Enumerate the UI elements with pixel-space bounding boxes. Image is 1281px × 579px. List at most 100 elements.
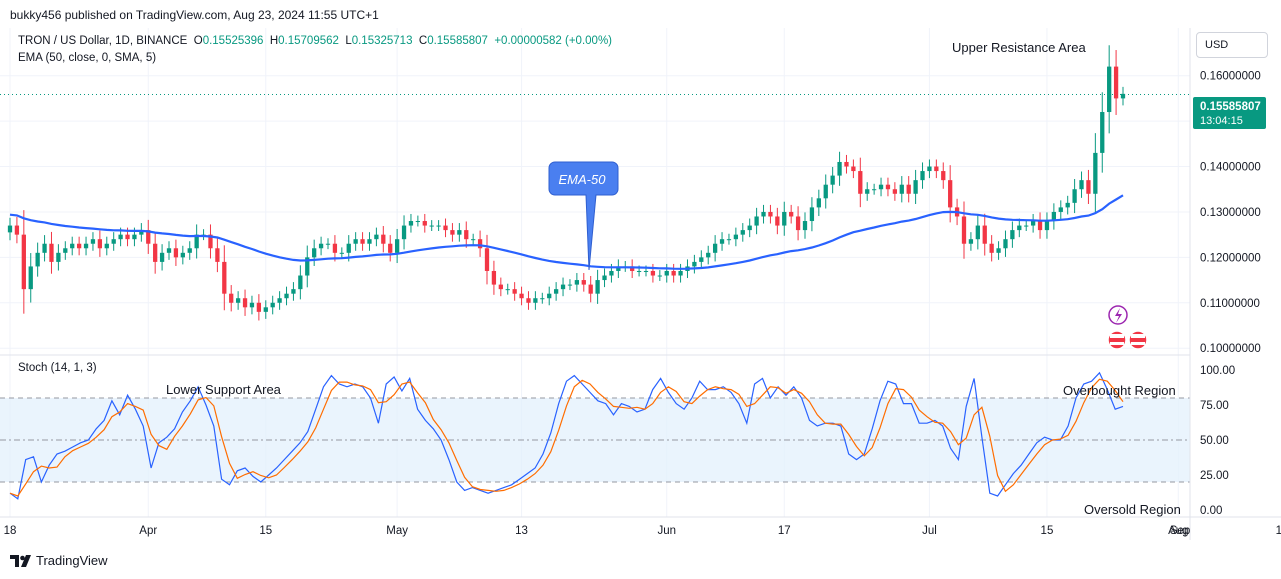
candle-body	[14, 225, 20, 235]
event-icons[interactable]	[1107, 305, 1148, 350]
candle-body	[159, 252, 165, 262]
candle-body	[235, 298, 241, 303]
candle-body	[816, 198, 821, 208]
flag-stripe	[1131, 334, 1145, 338]
candle-body	[657, 275, 662, 277]
candle-body	[305, 257, 310, 276]
candle-body	[782, 211, 787, 226]
candle-body	[941, 171, 946, 181]
candle-body	[1024, 225, 1029, 227]
price-tick-label: 0.13000000	[1200, 207, 1261, 219]
candle-body	[208, 234, 213, 249]
stoch-axis-ticks: 100.00 75.00 50.00 25.00 0.00	[1200, 365, 1235, 517]
candle-body	[671, 270, 676, 276]
time-tick-label: May	[386, 525, 408, 537]
candle-body	[567, 284, 573, 286]
ema-50-line	[9, 194, 1124, 270]
candle-body	[678, 270, 683, 276]
candle-body	[1086, 180, 1091, 194]
candle-body	[540, 298, 545, 300]
change-value: +0.00000582 (+0.00%)	[494, 35, 612, 47]
candle-body	[166, 248, 172, 253]
candle-body	[553, 289, 559, 294]
candle-body	[802, 221, 808, 231]
candle-body	[394, 239, 400, 253]
candle-body	[388, 243, 393, 253]
candle-body	[1072, 189, 1077, 203]
stoch-legend[interactable]: Stoch (14, 1, 3)	[18, 362, 97, 374]
candle-body	[111, 239, 116, 244]
candle-body	[7, 225, 13, 233]
high-value: 0.15709562	[278, 35, 339, 47]
candle-body	[789, 211, 794, 217]
candle-body	[374, 234, 379, 240]
candle-body	[1003, 239, 1008, 249]
candle-body	[871, 189, 877, 191]
candle-body	[325, 243, 331, 245]
price-tick-label: 0.10000000	[1200, 343, 1261, 355]
tradingview-brand: TradingView	[36, 553, 108, 568]
candle-body	[505, 289, 510, 291]
candle-body	[602, 275, 607, 281]
flag-stripe	[1110, 342, 1124, 345]
candle-body	[450, 230, 455, 235]
candle-body	[270, 302, 275, 308]
candle-body	[339, 252, 344, 254]
currency-selector[interactable]: USD	[1196, 32, 1268, 58]
candle-body	[457, 230, 462, 235]
candle-body	[187, 248, 192, 253]
candle-body	[519, 293, 524, 299]
symbol-legend: TRON / US Dollar, 1D, BINANCE O0.1552539…	[18, 35, 612, 47]
candle-body	[353, 239, 358, 244]
time-tick-label: Jun	[657, 525, 676, 537]
candle-body	[422, 221, 427, 226]
candle-body	[346, 243, 351, 253]
candle-body	[595, 280, 600, 294]
stoch-tick-label: 100.00	[1200, 365, 1235, 377]
candle-body	[699, 257, 704, 262]
bar-countdown: 13:04:15	[1200, 115, 1243, 127]
time-tick-label: 17	[778, 525, 791, 537]
candle-body	[132, 234, 137, 240]
us-flag-icon[interactable]	[1128, 330, 1148, 350]
candle-body	[706, 252, 711, 258]
us-flag-icon[interactable]	[1107, 330, 1127, 350]
ema-50-callout: EMA-50	[548, 161, 619, 271]
candle-body	[28, 266, 33, 290]
candle-body	[153, 243, 158, 262]
time-tick-label: 19	[1276, 525, 1281, 537]
candle-body	[215, 248, 220, 262]
time-tick-label: Sep	[1170, 525, 1190, 537]
candle-body	[180, 252, 185, 258]
flag-stripe	[1110, 334, 1124, 338]
candle-body	[844, 161, 849, 167]
close-value: 0.15585807	[427, 35, 488, 47]
candle-body	[512, 289, 517, 294]
overbought-label: Overbought Region	[1063, 383, 1176, 398]
tradingview-logo[interactable]: TradingView	[10, 553, 108, 568]
symbol-name[interactable]: TRON / US Dollar, 1D, BINANCE	[18, 35, 188, 47]
candle-body	[609, 270, 614, 276]
candle-body	[574, 280, 580, 285]
candle-body	[719, 239, 725, 244]
candle-body	[1058, 207, 1063, 212]
candle-body	[961, 216, 967, 244]
candle-body	[1120, 93, 1126, 99]
candle-body	[49, 243, 54, 262]
candle-body	[56, 252, 61, 262]
candle-body	[968, 239, 974, 244]
candle-body	[885, 184, 891, 190]
candle-body	[1010, 230, 1015, 240]
candle-body	[42, 243, 47, 253]
candle-body	[533, 298, 538, 303]
candle-body	[1079, 180, 1084, 190]
price-tick-label: 0.12000000	[1200, 252, 1261, 264]
candle-body	[920, 171, 925, 181]
candle-body	[823, 184, 828, 199]
ema-legend[interactable]: EMA (50, close, 0, SMA, 5)	[18, 52, 157, 64]
candle-body	[692, 261, 697, 267]
candle-body	[1044, 221, 1050, 231]
candle-body	[892, 189, 898, 194]
time-tick-label: Aug	[1168, 525, 1188, 537]
